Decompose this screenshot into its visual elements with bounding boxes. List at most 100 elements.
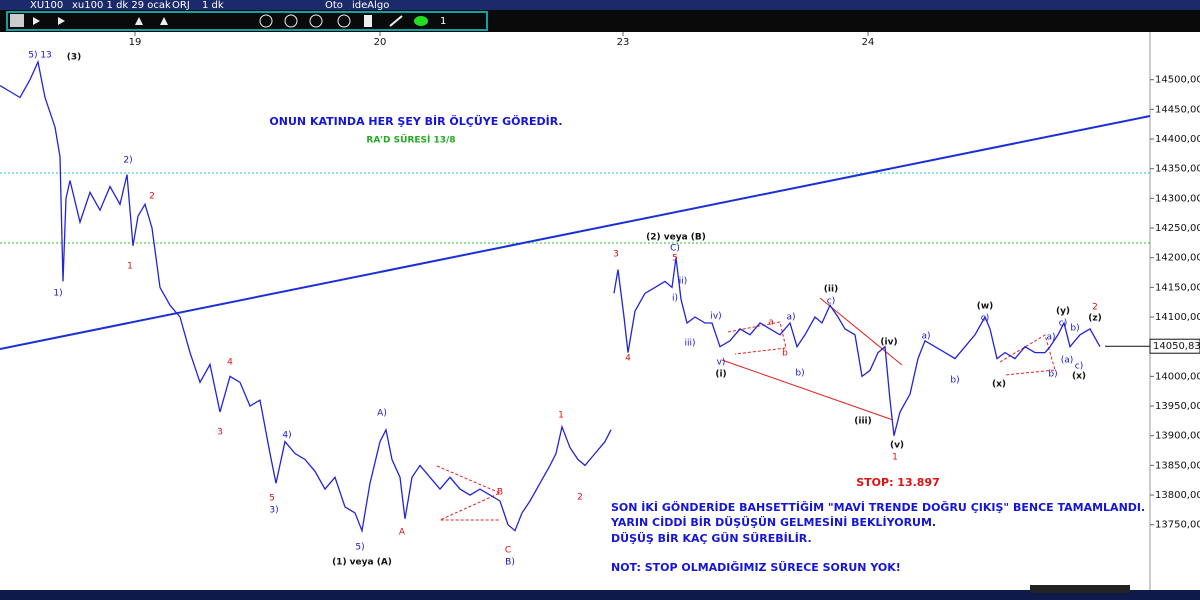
annotation: 5 [672, 254, 678, 264]
annotation: (1) veya (A) [332, 558, 392, 568]
tool-button[interactable] [58, 17, 65, 25]
annotation: (x) [1072, 372, 1086, 382]
annotation: b [782, 349, 788, 359]
auto: Oto [325, 0, 343, 11]
annotation: 4) [282, 431, 291, 441]
annotation: iv) [710, 312, 721, 322]
annotation: 2 [149, 192, 155, 202]
annotation: 5) 13 [28, 51, 52, 61]
y-tick-label: 14300,00 [1155, 193, 1200, 204]
zoom-in[interactable] [259, 14, 273, 28]
annotation: 1 [558, 411, 564, 421]
annotation: (2) veya (B) [646, 233, 706, 243]
annotation: (z) [1088, 314, 1101, 324]
annotation: B) [505, 558, 515, 568]
y-tick-label: 14350,00 [1155, 164, 1200, 175]
annotation: NOT: STOP OLMADIĞIMIZ SÜRECE SORUN YOK! [611, 560, 901, 574]
save-button[interactable] [10, 14, 24, 27]
annotation: STOP: 13.897 [856, 476, 940, 489]
y-tick-label: 13750,00 [1155, 520, 1200, 531]
y-tick-label: 14250,00 [1155, 223, 1200, 234]
x-tick-label: 23 [617, 37, 630, 48]
annotation: 4 [227, 358, 233, 368]
tool-button[interactable] [135, 17, 143, 25]
annotation: (iv) [880, 338, 897, 348]
toolbar-icons [10, 14, 428, 28]
status-bar [0, 590, 1200, 600]
y-tick-label: 14000,00 [1155, 371, 1200, 382]
y-tick-label: 13850,00 [1155, 460, 1200, 471]
annotation: (iii) [854, 417, 871, 427]
tool-button[interactable] [33, 17, 40, 25]
annotation: c) [1059, 319, 1067, 329]
y-tick-label: 14200,00 [1155, 253, 1200, 264]
toolbar [0, 10, 1200, 32]
annotation: (v) [890, 441, 904, 451]
y-tick-label: 13900,00 [1155, 431, 1200, 442]
annotation: 2 [577, 493, 583, 503]
zoom-out[interactable] [284, 14, 298, 28]
x-tick-label: 20 [374, 37, 387, 48]
wedge-lines [721, 297, 903, 421]
x-tick-label: 19 [129, 37, 142, 48]
y-tick-label: 14500,00 [1155, 75, 1200, 86]
annotation: 5 [269, 494, 275, 504]
annotation: 2 [1092, 303, 1098, 313]
chart-name: xu100 1 dk 29 ocak [72, 0, 171, 11]
annotation: SON İKİ GÖNDERİDE BAHSETTİĞİM "MAVİ TREN… [611, 500, 1145, 514]
annotation: a [768, 318, 774, 328]
annotation: YARIN CİDDİ BİR DÜŞÜŞÜN GELMESİNİ BEKLİY… [610, 515, 936, 529]
y-tick-label: 14400,00 [1155, 134, 1200, 145]
annotation: v) [717, 358, 726, 368]
annotation: 1 [892, 453, 898, 463]
delete-button[interactable] [364, 15, 372, 27]
annotation: 3 [217, 428, 223, 438]
annotation: (ii) [824, 285, 838, 295]
pattern-lines [436, 321, 1056, 521]
refresh[interactable] [309, 14, 323, 28]
title-bar [0, 0, 1200, 10]
annotation: A [399, 528, 406, 538]
stop-button[interactable] [337, 14, 351, 28]
annotation: a) [786, 313, 795, 323]
annotation: a) [1046, 333, 1055, 343]
y-tick-label: 14150,00 [1155, 282, 1200, 293]
annotation: b) [1070, 324, 1079, 334]
annotation: (x) [992, 380, 1006, 390]
draw-tool[interactable] [389, 15, 403, 27]
last-price-label: 14050,83 [1153, 341, 1200, 352]
y-tick-label: 13800,00 [1155, 490, 1200, 501]
toolbar-frame [6, 11, 488, 31]
tool-button[interactable] [160, 17, 168, 25]
annotation: ii) [679, 277, 688, 287]
color-button[interactable] [414, 16, 428, 26]
annotation: 3 [613, 250, 619, 260]
annotation: C) [670, 244, 680, 254]
annotation: c) [981, 314, 989, 324]
annotation: 1 [127, 262, 133, 272]
annotation: b) [795, 369, 804, 379]
annotation: ONUN KATINDA HER ŞEY BİR ÖLÇÜYE GÖREDİR. [269, 114, 562, 128]
annotation: 5) [355, 543, 364, 553]
annotation: 4 [625, 354, 631, 364]
annotation: C [505, 546, 511, 556]
annotation: (w) [977, 302, 994, 312]
y-tick-label: 14100,00 [1155, 312, 1200, 323]
annotation: RA'D SÜRESİ 13/8 [366, 135, 455, 146]
brand: ideAlgo [352, 0, 389, 11]
annotation: 3) [269, 506, 278, 516]
annotation: c) [827, 297, 835, 307]
last-price-box [1149, 338, 1200, 354]
line-width: 1 [440, 16, 446, 27]
annotation: b) [1048, 370, 1057, 380]
symbol: XU100 [30, 0, 63, 11]
annotation: a) [921, 332, 930, 342]
mode: ORJ [172, 0, 190, 11]
y-tick-label: 13950,00 [1155, 401, 1200, 412]
scrollbar[interactable] [1030, 585, 1130, 593]
period: 1 dk [202, 0, 224, 11]
price-line [0, 59, 1101, 534]
annotation: c) [1075, 362, 1083, 372]
annotation: 1) [53, 289, 62, 299]
